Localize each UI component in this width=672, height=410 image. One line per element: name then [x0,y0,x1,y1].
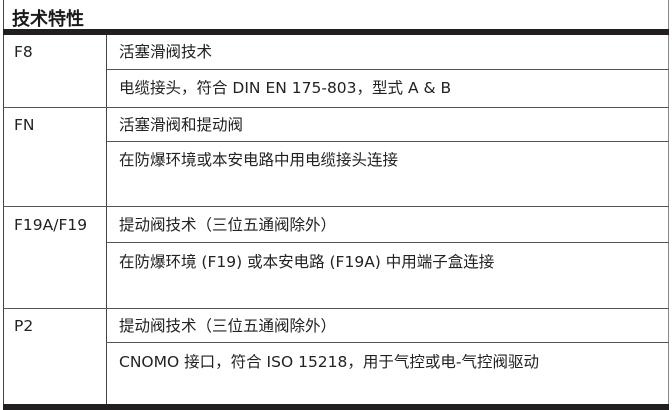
row-line: CNOMO 接口，符合 ISO 15218，用于气控或电-气控阀驱动 [119,353,539,371]
row-key: F8 [14,43,33,61]
row-line: 电缆接头，符合 DIN EN 175-803，型式 A & B [119,79,452,97]
row-line: 在防爆环境 (F19) 或本安电路 (F19A) 中用端子盒连接 [119,253,495,271]
row-divider [3,206,669,207]
bottom-rule [3,404,669,410]
row-key: FN [14,116,35,134]
sub-divider [106,141,669,142]
row-divider [3,107,669,108]
row-line: 提动阀技术（三位五通阀除外） [119,216,337,234]
row-line: 在防爆环境或本安电路中用电缆接头连接 [119,151,399,169]
row-line: 活塞滑阀技术 [119,43,213,61]
row-divider [3,308,669,309]
right-border [668,0,669,410]
column-divider [106,35,107,405]
row-line: 活塞滑阀和提动阀 [119,116,244,134]
table-title: 技术特性 [12,9,84,30]
row-key: P2 [14,317,34,335]
sub-divider [106,342,669,343]
row-line: 提动阀技术（三位五通阀除外） [119,317,337,335]
row-key: F19A/F19 [14,216,88,234]
left-border [3,0,4,410]
header-rule [3,29,669,35]
sub-divider [106,242,669,243]
sub-divider [106,69,669,70]
